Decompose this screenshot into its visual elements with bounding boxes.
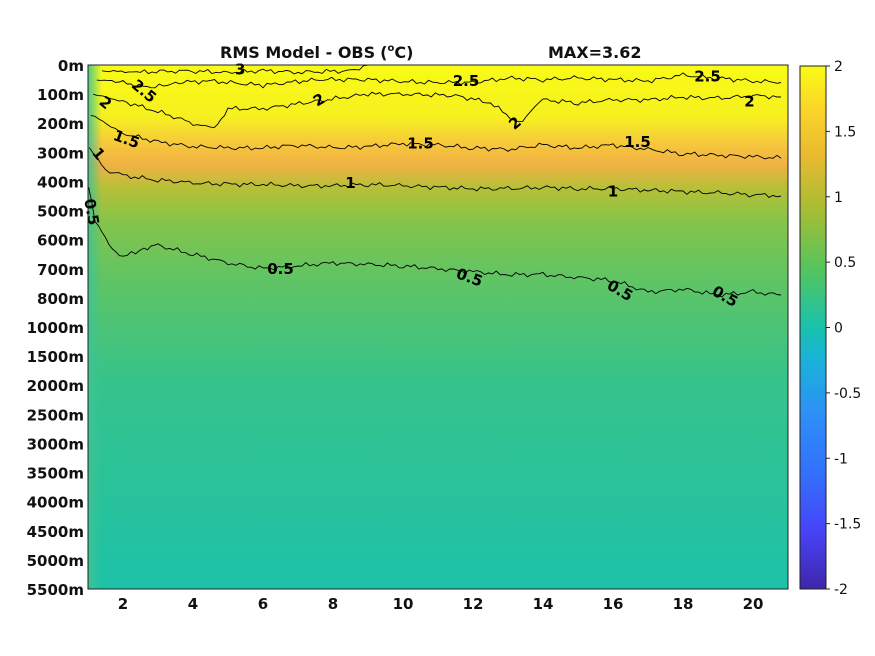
y-tick-label: 1000m xyxy=(27,319,84,337)
y-tick-label: 1500m xyxy=(27,348,84,366)
colorbar-tick-label: 0.5 xyxy=(834,255,856,271)
contour-line-2 xyxy=(93,91,781,129)
contour-label: 1.5 xyxy=(407,135,434,153)
y-axis-depth-labels: 0m 100m 200m 300m 400m 500m 600m 700m 800m 1000m 1… xyxy=(27,57,84,599)
x-tick-label: 12 xyxy=(463,595,484,613)
x-tick-label: 10 xyxy=(393,595,414,613)
contour-label: 2.5 xyxy=(453,72,480,90)
y-tick-label: 5000m xyxy=(27,552,84,570)
y-tick-label: 100m xyxy=(37,86,84,104)
contour-label: 2.5 xyxy=(694,68,721,86)
y-tick-label: 5500m xyxy=(27,581,84,599)
chart-title: RMS Model - OBS (oC) xyxy=(220,43,413,62)
contour-label: 3 xyxy=(235,60,245,78)
colorbar-tick-label: 2 xyxy=(834,59,843,75)
colorbar-gradient xyxy=(799,65,827,590)
y-tick-label: 4000m xyxy=(27,494,84,512)
chart-title-text: RMS Model - OBS xyxy=(220,43,375,62)
y-tick-label: 2500m xyxy=(27,406,84,424)
colorbar-tick-label: 1.5 xyxy=(834,124,856,140)
y-tick-label: 4500m xyxy=(27,523,84,541)
colorbar-tick-label: 0 xyxy=(834,321,843,337)
contour-line-3 xyxy=(101,65,369,75)
x-tick-label: 4 xyxy=(188,595,198,613)
x-tick-label: 2 xyxy=(118,595,128,613)
y-tick-label: 400m xyxy=(37,173,84,191)
colorbar-tick-label: -1.5 xyxy=(834,517,861,533)
x-tick-label: 18 xyxy=(673,595,694,613)
x-tick-label: 20 xyxy=(743,595,764,613)
contour-line-1 xyxy=(89,147,782,199)
colorbar-tick-label: 1 xyxy=(834,190,843,206)
y-tick-label: 2000m xyxy=(27,377,84,395)
x-tick-label: 8 xyxy=(328,595,338,613)
y-tick-label: 600m xyxy=(37,232,84,250)
contour-label: 0.5 xyxy=(80,197,102,226)
contour-line-1.5 xyxy=(90,114,782,160)
y-tick-label: 300m xyxy=(37,144,84,162)
contour-lines xyxy=(88,65,782,298)
contour-line-0.5 xyxy=(88,187,782,298)
max-value-label: MAX=3.62 xyxy=(548,43,642,62)
contour-label: 1.5 xyxy=(624,133,651,151)
colorbar: 2 1.5 1 0.5 0 -0.5 -1 -1.5 -2 xyxy=(799,59,861,598)
title-unit-open: ( xyxy=(380,43,387,62)
colorbar-tick-labels: 2 1.5 1 0.5 0 -0.5 -1 -1.5 -2 xyxy=(826,59,861,598)
colorbar-tick-label: -0.5 xyxy=(834,386,861,402)
contour-label: 2 xyxy=(744,92,754,110)
x-tick-label: 14 xyxy=(533,595,554,613)
y-tick-label: 500m xyxy=(37,203,84,221)
x-tick-label: 16 xyxy=(603,595,624,613)
plot-frame xyxy=(87,64,789,590)
contour-line-2.5 xyxy=(96,72,782,89)
colorbar-tick-label: -2 xyxy=(834,582,848,598)
x-axis-tick-labels: 2 4 6 8 10 12 14 16 18 20 xyxy=(118,595,764,613)
title-unit-close: C) xyxy=(394,43,413,62)
title-unit-degree: o xyxy=(387,43,394,54)
contour-label: 0.5 xyxy=(267,260,294,278)
contour-label: 1 xyxy=(608,183,618,201)
y-tick-label: 200m xyxy=(37,115,84,133)
y-tick-label: 3000m xyxy=(27,435,84,453)
colorbar-tick-label: -1 xyxy=(834,451,848,467)
contour-label: 1 xyxy=(345,174,355,192)
y-tick-label: 700m xyxy=(37,261,84,279)
x-tick-label: 6 xyxy=(258,595,268,613)
y-tick-label: 800m xyxy=(37,290,84,308)
y-tick-label: 0m xyxy=(58,57,84,75)
heatmap-left-edge xyxy=(88,65,102,589)
y-tick-label: 3500m xyxy=(27,465,84,483)
